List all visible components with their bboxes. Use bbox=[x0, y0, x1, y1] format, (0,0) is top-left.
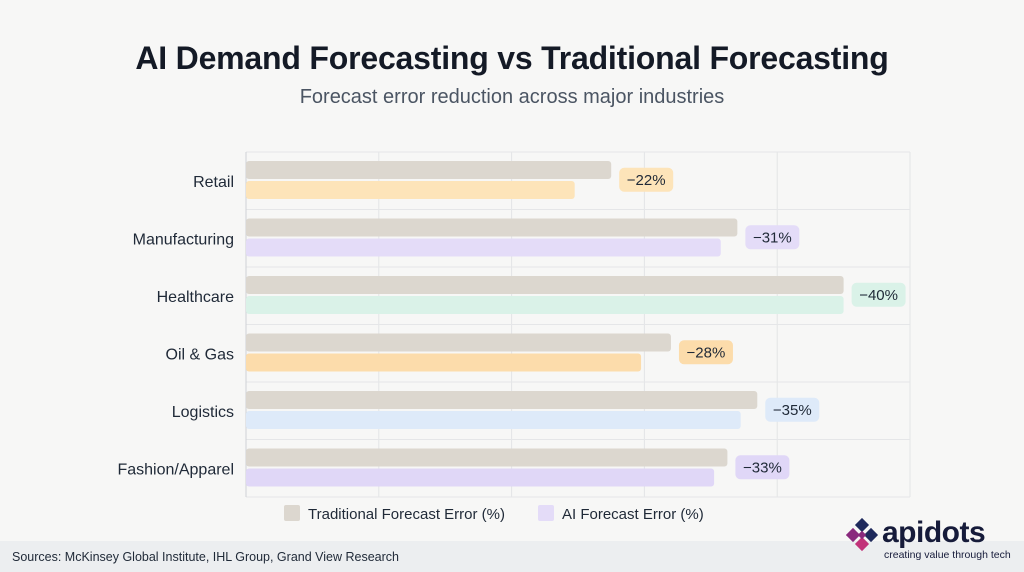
source-note: Sources: McKinsey Global Institute, IHL … bbox=[12, 550, 399, 564]
bar-traditional bbox=[246, 391, 758, 409]
reduction-badge bbox=[678, 340, 733, 365]
reduction-label: −31% bbox=[753, 229, 792, 246]
bar-ai bbox=[246, 238, 721, 257]
bar-ai bbox=[246, 181, 575, 199]
company-logo: apidots creating value through tech bbox=[846, 516, 1016, 562]
logo-mark-icon bbox=[846, 518, 879, 552]
category-label: Oil & Gas bbox=[166, 346, 234, 363]
reduction-badge bbox=[619, 167, 674, 192]
reduction-badge bbox=[735, 455, 790, 480]
legend-label-ai: AI Forecast Error (%) bbox=[562, 506, 704, 523]
bar-chart: Retail −22% Manufacturing −31% Healthcare −40… bbox=[117, 151, 911, 523]
bar-traditional bbox=[246, 276, 844, 294]
bar-traditional bbox=[246, 161, 612, 179]
bar-traditional bbox=[246, 333, 671, 352]
reduction-label: −35% bbox=[773, 402, 812, 419]
category-label: Manufacturing bbox=[133, 231, 234, 248]
legend-label-traditional: Traditional Forecast Error (%) bbox=[308, 506, 505, 523]
bar-ai bbox=[246, 296, 844, 314]
reduction-label: −33% bbox=[743, 459, 782, 476]
bar-ai bbox=[246, 468, 715, 487]
legend-swatch-ai bbox=[538, 505, 554, 521]
category-label: Retail bbox=[193, 174, 234, 191]
logo-wordmark: apidots bbox=[882, 516, 986, 549]
chart-title: AI Demand Forecasting vs Traditional For… bbox=[135, 40, 889, 76]
reduction-label: −40% bbox=[859, 287, 898, 304]
chart-subtitle: Forecast error reduction across major in… bbox=[299, 86, 725, 108]
reduction-badge bbox=[765, 397, 820, 422]
reduction-badge bbox=[851, 282, 906, 307]
reduction-label: −28% bbox=[687, 344, 726, 361]
category-label: Logistics bbox=[172, 404, 234, 421]
reduction-label: −22% bbox=[627, 172, 666, 189]
bar-ai bbox=[246, 353, 642, 372]
logo-tagline: creating value through tech bbox=[884, 549, 1011, 561]
bar-traditional bbox=[246, 448, 728, 467]
legend-swatch-traditional bbox=[284, 505, 300, 521]
category-label: Healthcare bbox=[157, 289, 234, 306]
bar-traditional bbox=[246, 218, 738, 237]
category-label: Fashion/Apparel bbox=[117, 461, 234, 478]
footer-bar bbox=[0, 541, 1024, 572]
bar-ai bbox=[246, 411, 741, 429]
reduction-badge bbox=[745, 225, 800, 250]
